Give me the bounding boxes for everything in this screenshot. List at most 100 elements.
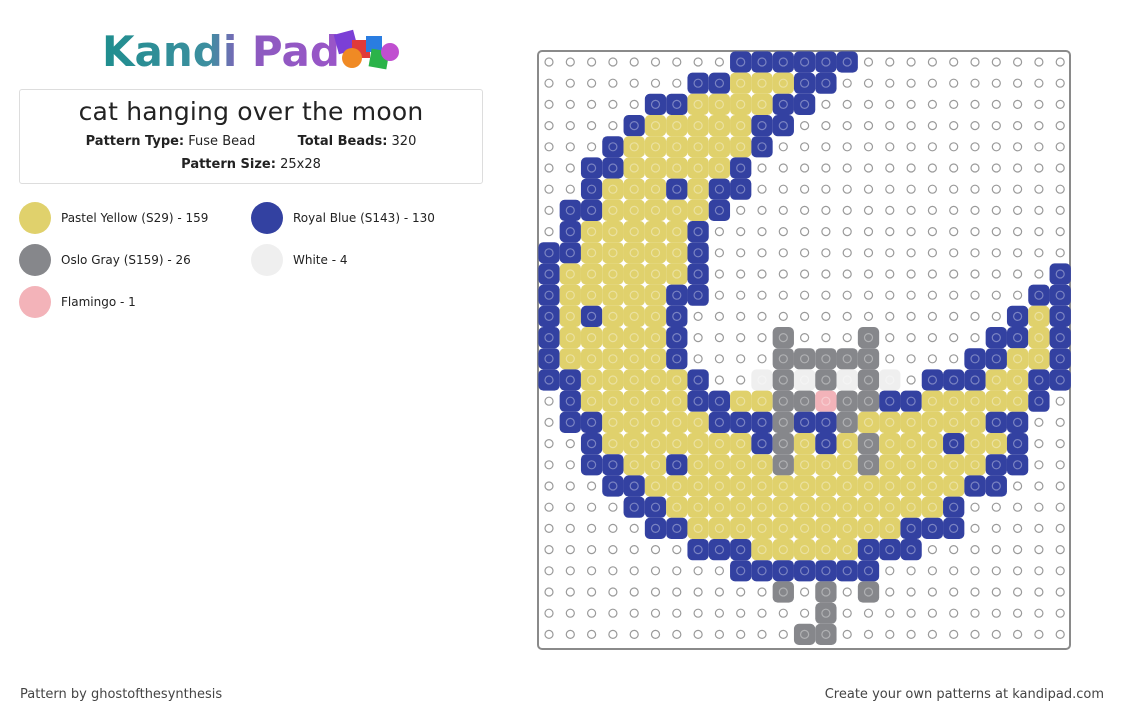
bead-hole <box>714 396 724 406</box>
bead <box>1006 305 1029 327</box>
empty-peg <box>970 99 980 110</box>
empty-peg <box>629 608 639 618</box>
bead-hole <box>842 460 852 470</box>
empty-peg <box>991 142 1001 152</box>
bead-hole <box>672 354 682 364</box>
bead <box>1028 369 1050 391</box>
bead-hole <box>544 290 554 300</box>
empty-peg <box>544 566 554 576</box>
bead <box>772 115 794 137</box>
empty-peg <box>949 587 959 597</box>
bead <box>772 390 794 412</box>
legend-item: White - 4 <box>251 244 348 276</box>
empty-peg <box>757 163 767 173</box>
bead-hole <box>991 417 1001 427</box>
bead-hole <box>714 523 724 533</box>
bead-hole <box>757 502 767 512</box>
empty-peg <box>1055 163 1065 173</box>
bead <box>602 475 624 497</box>
bead-hole <box>650 439 661 449</box>
empty-peg <box>842 269 852 279</box>
bead-hole <box>906 396 916 406</box>
bead <box>687 433 709 455</box>
bead-hole <box>863 481 874 491</box>
bead <box>644 369 667 391</box>
bead-hole <box>757 439 767 449</box>
bead-hole <box>885 523 895 533</box>
bead-hole <box>650 354 661 364</box>
bead <box>793 496 816 518</box>
bead <box>580 242 603 264</box>
bead <box>623 411 645 433</box>
empty-peg <box>714 629 724 640</box>
empty-peg <box>565 566 575 576</box>
bead <box>1049 327 1071 349</box>
bead <box>793 72 816 94</box>
empty-peg <box>1055 481 1065 491</box>
empty-peg <box>885 290 895 300</box>
bead <box>666 263 688 285</box>
pattern-info: cat hanging over the moon Pattern Type: … <box>19 89 483 184</box>
bead-hole <box>970 460 980 470</box>
bead-hole <box>586 290 597 300</box>
bead-hole <box>736 566 746 576</box>
bead <box>644 454 667 476</box>
bead <box>943 517 965 539</box>
bead <box>687 72 709 94</box>
empty-peg <box>821 227 831 237</box>
bead-hole <box>821 566 831 576</box>
bead <box>730 390 752 412</box>
empty-peg <box>991 629 1001 640</box>
bead-hole <box>672 460 682 470</box>
empty-peg <box>1055 227 1065 237</box>
bead-hole <box>586 354 597 364</box>
bead <box>559 348 581 370</box>
empty-peg <box>1055 248 1065 258</box>
bead-hole <box>693 269 703 279</box>
bead-hole <box>693 248 703 258</box>
bead-hole <box>800 396 810 406</box>
empty-peg <box>970 545 980 555</box>
bead <box>1028 327 1050 349</box>
empty-peg <box>672 566 682 576</box>
empty-peg <box>863 248 874 258</box>
bead-hole <box>672 439 682 449</box>
empty-peg <box>544 587 554 597</box>
bead <box>580 433 603 455</box>
bead <box>772 517 794 539</box>
empty-peg <box>565 587 575 597</box>
empty-peg <box>757 354 767 364</box>
empty-peg <box>842 587 852 597</box>
bead-hole <box>672 205 682 215</box>
bead <box>943 433 965 455</box>
bead-hole <box>821 439 831 449</box>
empty-peg <box>885 227 895 237</box>
bead <box>751 496 773 518</box>
bead-hole <box>714 417 724 427</box>
bead-hole <box>736 481 746 491</box>
bead <box>815 475 837 497</box>
bead-hole <box>1013 460 1023 470</box>
empty-peg <box>970 523 980 533</box>
empty-peg <box>800 248 810 258</box>
bead <box>623 221 645 243</box>
empty-peg <box>885 566 895 576</box>
bead-hole <box>800 57 810 67</box>
meta-row: Pattern Type: Fuse Bead Total Beads: 320 <box>20 134 482 149</box>
empty-peg <box>1013 481 1023 491</box>
bead-hole <box>906 460 916 470</box>
bead <box>900 517 922 539</box>
bead <box>602 284 624 306</box>
bead <box>793 51 816 73</box>
empty-peg <box>863 608 874 618</box>
empty-peg <box>586 57 597 67</box>
empty-peg <box>693 566 703 576</box>
bead-hole <box>778 375 788 385</box>
empty-peg <box>863 269 874 279</box>
bead <box>602 369 624 391</box>
bead <box>964 390 986 412</box>
bead <box>751 433 773 455</box>
bead <box>708 93 731 115</box>
bead-hole <box>821 608 831 618</box>
empty-peg <box>800 290 810 300</box>
